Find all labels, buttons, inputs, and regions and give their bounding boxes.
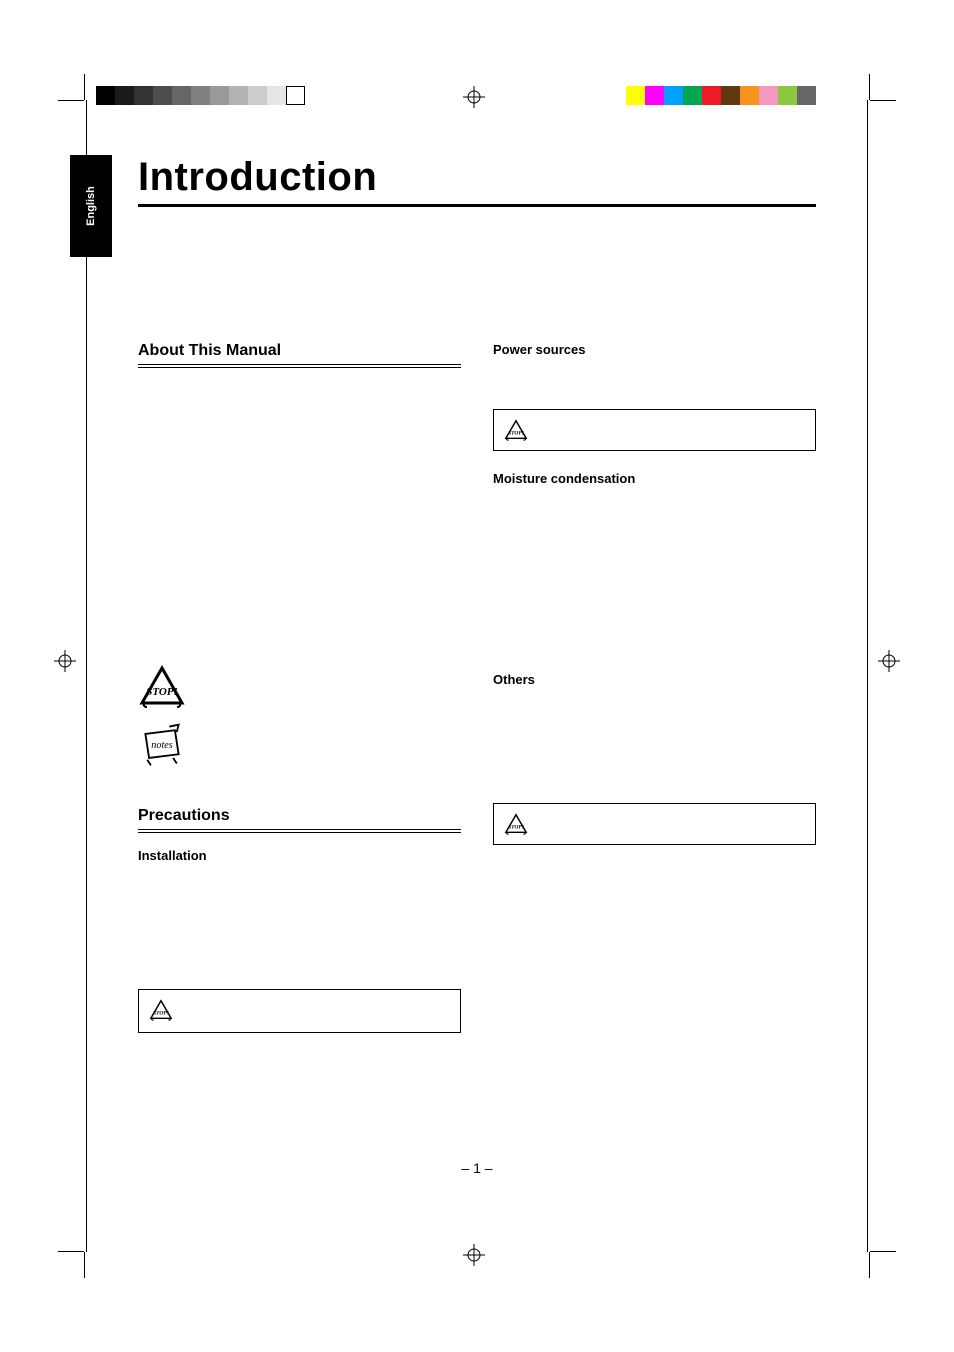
precautions-heading: Precautions bbox=[138, 807, 461, 830]
notes-icon-block: notes bbox=[138, 721, 461, 769]
svg-text:STOP!: STOP! bbox=[146, 686, 178, 698]
about-manual-heading: About This Manual bbox=[138, 342, 461, 365]
language-tab: English bbox=[70, 155, 112, 257]
stop-warning-small-icon: STOP! bbox=[504, 812, 528, 836]
stop-framed-box-right-2: STOP! bbox=[493, 803, 816, 845]
language-tab-label: English bbox=[85, 186, 97, 226]
notes-icon: notes bbox=[138, 721, 186, 769]
register-mark-right-icon bbox=[878, 650, 900, 672]
stop-warning-small-icon: STOP! bbox=[149, 998, 173, 1022]
page-content: Introduction About This Manual STOP! not… bbox=[138, 155, 816, 1043]
svg-text:STOP!: STOP! bbox=[153, 1011, 169, 1017]
left-column: About This Manual STOP! notes Precau bbox=[138, 342, 461, 1043]
stop-icon-block-large: STOP! bbox=[138, 665, 461, 709]
stop-framed-box-right-1: STOP! bbox=[493, 409, 816, 451]
stop-warning-icon: STOP! bbox=[138, 665, 186, 709]
right-column: Power sources STOP! Moisture condensatio… bbox=[493, 342, 816, 1043]
register-mark-left-icon bbox=[54, 650, 76, 672]
stop-warning-small-icon: STOP! bbox=[504, 418, 528, 442]
others-heading: Others bbox=[493, 672, 816, 687]
svg-text:notes: notes bbox=[151, 740, 172, 751]
two-column-layout: About This Manual STOP! notes Precau bbox=[138, 342, 816, 1043]
stop-framed-box-left: STOP! bbox=[138, 989, 461, 1033]
page-number: – 1 – bbox=[0, 1160, 954, 1176]
installation-heading: Installation bbox=[138, 848, 461, 863]
moisture-heading: Moisture condensation bbox=[493, 471, 816, 486]
svg-text:STOP!: STOP! bbox=[508, 431, 524, 437]
svg-text:STOP!: STOP! bbox=[508, 825, 524, 831]
power-sources-heading: Power sources bbox=[493, 342, 816, 357]
page-title: Introduction bbox=[138, 155, 816, 207]
